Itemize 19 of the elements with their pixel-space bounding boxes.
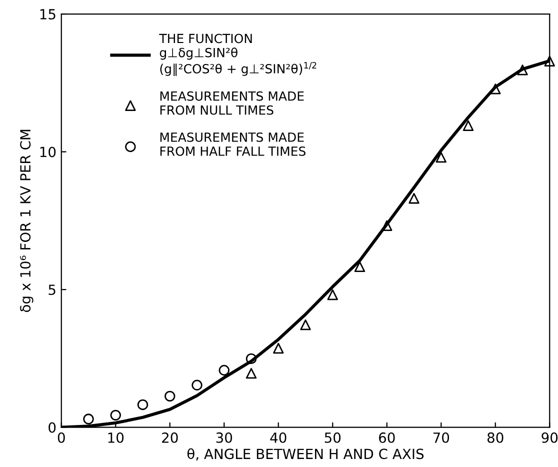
x-axis-title: θ, ANGLE BETWEEN H AND C AXIS [187, 448, 424, 461]
legend-label: MEASUREMENTS MADE FROM HALF FALL TIMES [160, 132, 306, 156]
x-tick-label: 50 [324, 432, 341, 443]
x-tick-label: 20 [162, 432, 178, 443]
x-tick-label: 0 [58, 432, 65, 443]
x-tick-label: 10 [108, 432, 124, 443]
x-tick-label: 90 [542, 432, 558, 443]
x-tick-label: 30 [216, 432, 232, 443]
y-axis-title: δg x 10⁶ FOR 1 KV PER CM [20, 130, 34, 312]
x-tick-label: 70 [433, 432, 450, 443]
x-tick-label: 80 [487, 432, 504, 443]
y-tick-label: 15 [40, 9, 56, 20]
x-tick-label: 60 [379, 432, 395, 443]
x-tick-label: 40 [270, 432, 286, 443]
legend-label: MEASUREMENTS MADE FROM NULL TIMES [160, 91, 304, 115]
y-tick-label: 5 [48, 284, 56, 296]
legend-label: THE FUNCTION g⊥δg⊥SIN²θ (g∥²COS²θ + g⊥²SIN²θ)$^{1/2}$ [159, 34, 316, 76]
y-tick-label: 0 [48, 422, 56, 433]
y-tick-label: 10 [40, 146, 56, 158]
